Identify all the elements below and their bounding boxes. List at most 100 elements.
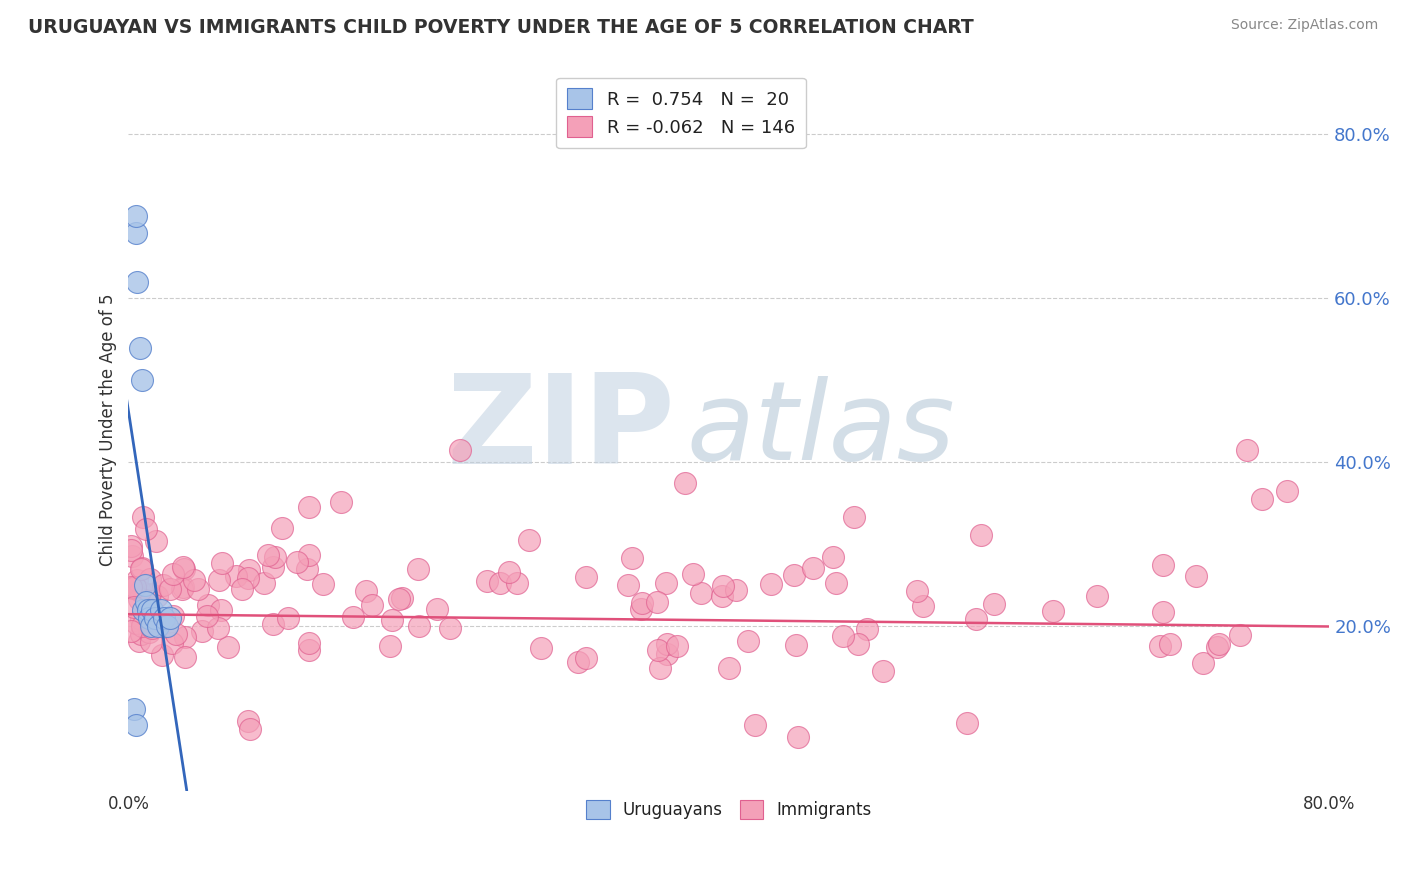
Point (145, 589, 167, 603)
Point (832, 629, 855, 643)
Point (129, 562, 152, 576)
Point (138, 611, 160, 625)
Point (121, 542, 143, 557)
Legend: Uruguayans, Immigrants: Uruguayans, Immigrants (579, 793, 879, 826)
Point (650, 661, 672, 675)
Point (145, 533, 167, 548)
Point (128, 592, 150, 607)
Point (128, 634, 150, 648)
Point (744, 718, 766, 732)
Point (388, 592, 411, 607)
Point (257, 548, 280, 562)
Point (690, 586, 713, 600)
Point (737, 633, 759, 648)
Point (132, 603, 155, 617)
Point (239, 722, 262, 736)
Point (823, 549, 845, 564)
Point (529, 641, 551, 656)
Point (872, 664, 894, 678)
Point (380, 639, 402, 653)
Point (131, 560, 153, 574)
Point (1085, 589, 1108, 603)
Point (124, 580, 146, 594)
Point (132, 509, 155, 524)
Point (159, 582, 181, 597)
Point (673, 476, 696, 491)
Point (159, 611, 181, 625)
Point (172, 580, 194, 594)
Point (156, 619, 179, 633)
Point (172, 560, 194, 574)
Point (630, 602, 652, 616)
Point (160, 636, 183, 650)
Point (231, 582, 253, 596)
Text: atlas: atlas (688, 376, 956, 483)
Point (617, 577, 640, 591)
Point (162, 609, 184, 624)
Point (122, 599, 145, 614)
Point (711, 578, 734, 592)
Point (783, 568, 806, 582)
Point (1042, 604, 1064, 618)
Point (297, 500, 319, 514)
Point (285, 555, 308, 569)
Point (844, 510, 866, 524)
Point (128, 584, 150, 599)
Point (131, 373, 153, 387)
Point (125, 718, 148, 732)
Point (657, 648, 679, 662)
Point (165, 626, 187, 640)
Point (297, 548, 319, 562)
Point (489, 575, 512, 590)
Point (121, 539, 143, 553)
Point (575, 569, 598, 583)
Point (209, 602, 232, 616)
Point (1277, 484, 1299, 499)
Point (225, 569, 247, 583)
Point (1208, 637, 1230, 651)
Point (1229, 628, 1251, 642)
Point (153, 620, 176, 634)
Point (129, 612, 152, 626)
Point (1236, 443, 1258, 458)
Point (1152, 605, 1174, 619)
Point (517, 533, 540, 548)
Point (238, 563, 260, 577)
Point (356, 583, 378, 598)
Point (408, 619, 430, 633)
Text: URUGUAYAN VS IMMIGRANTS CHILD POVERTY UNDER THE AGE OF 5 CORRELATION CHART: URUGUAYAN VS IMMIGRANTS CHILD POVERTY UN… (28, 18, 974, 37)
Y-axis label: Child Poverty Under the Age of 5: Child Poverty Under the Age of 5 (100, 293, 117, 566)
Point (121, 624, 143, 638)
Point (475, 574, 498, 588)
Point (426, 602, 449, 616)
Point (630, 596, 652, 610)
Point (264, 550, 287, 565)
Point (253, 575, 276, 590)
Point (725, 582, 748, 597)
Point (567, 655, 589, 669)
Point (1149, 640, 1171, 654)
Point (195, 609, 218, 624)
Point (173, 650, 195, 665)
Point (983, 598, 1005, 612)
Point (121, 581, 143, 595)
Point (125, 209, 148, 223)
Point (124, 701, 146, 715)
Point (965, 612, 987, 626)
Point (262, 617, 284, 632)
Point (1185, 568, 1208, 582)
Point (718, 661, 741, 675)
Point (121, 549, 143, 563)
Point (129, 341, 152, 355)
Point (127, 275, 149, 289)
Point (236, 714, 259, 728)
Point (297, 642, 319, 657)
Point (187, 582, 209, 596)
Point (141, 603, 163, 617)
Point (139, 634, 162, 648)
Point (150, 603, 173, 617)
Point (135, 522, 157, 536)
Point (208, 573, 231, 587)
Point (153, 611, 176, 625)
Point (131, 618, 153, 632)
